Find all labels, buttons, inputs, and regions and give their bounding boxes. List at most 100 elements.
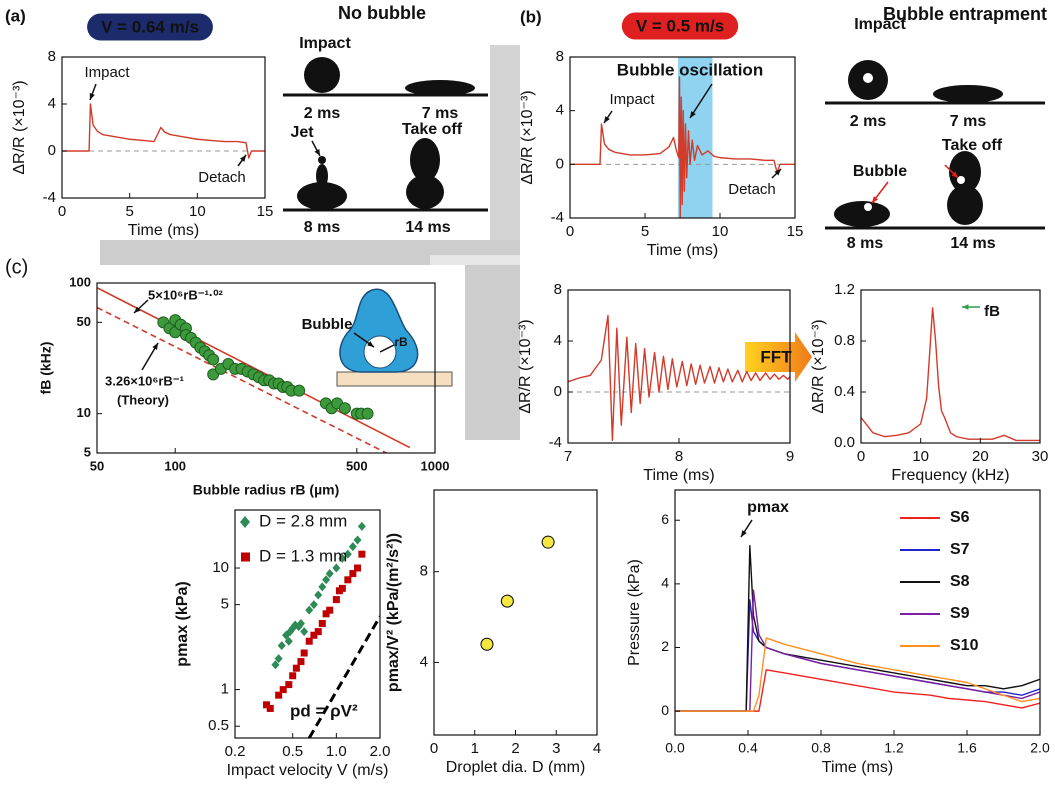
data-point [332,563,341,573]
annotation: Detach [728,181,776,198]
x-tick-label: 1.6 [957,740,977,756]
x-tick-label: 50 [90,458,104,473]
data-point [300,627,309,637]
data-point [349,570,357,578]
data-line [861,307,1040,442]
data-line [675,544,1040,712]
data-point [297,658,305,666]
photos-b [825,60,1045,230]
annotation-arrowhead [604,116,610,123]
y-tick-label: -4 [549,434,562,451]
data-point [338,584,346,592]
y-axis-label: ΔR/R (×10⁻³) [11,80,28,174]
plot-area [675,544,1040,712]
data-point [332,596,340,604]
annotation: Impact [609,91,655,108]
data-point [358,550,366,558]
y-tick-label: 0.4 [834,383,855,400]
annotation: V = 0.5 m/s [636,16,724,35]
y-axis-label: ΔR/R (×10⁻³) [810,319,827,413]
y-tick-label: 0.8 [834,332,855,349]
panel-label: (c) [5,256,28,278]
plot-frame [569,56,796,219]
x-tick-label: 2.0 [370,743,391,760]
y-tick-label: 1.2 [834,281,855,298]
annotation-arrow [689,83,713,119]
data-point [326,606,334,614]
photos-a [283,57,488,212]
plot-frame [860,289,1041,444]
droplet [297,182,347,210]
annotation-arrowhead [741,530,747,537]
x-tick-label: 15 [787,223,804,240]
x-tick-label: 7 [564,448,572,465]
droplet [318,156,326,164]
data-point [310,631,318,639]
annotation-arrowhead [690,111,696,118]
y-tick-label: -4 [551,209,564,226]
photo-label: Jet [290,124,314,141]
fft-arrow [745,332,812,382]
x-tick-label: 1000 [421,458,450,473]
x-tick-label: 2.0 [1030,740,1050,756]
y-tick-label: 0 [48,142,56,159]
data-point [361,407,374,420]
x-tick-label: 30 [1032,448,1049,465]
photo-title: Bubble entrapment [883,4,1047,24]
x-tick-label: 0 [58,203,66,220]
data-point [285,681,293,689]
data-point [314,628,322,636]
photo-label: Take off [402,121,463,138]
plot-area [480,535,555,651]
y-tick-label: 0 [661,702,669,718]
label-pill [621,12,739,40]
y-tick-label: 0.0 [834,434,855,451]
data-point [322,575,331,585]
x-tick-label: 0.4 [738,740,758,756]
photo-label: 7 ms [422,105,459,122]
y-tick-label: 10 [212,559,229,576]
droplet [949,151,981,193]
x-axis-label: Time (ms) [128,222,199,239]
radius-line [379,344,395,353]
plot-area [97,287,411,453]
annotation-arrowhead [367,341,374,347]
photo-title: No bubble [338,3,426,23]
photo-label: Bubble [853,163,907,180]
x-tick-label: 500 [346,458,368,473]
legend-label: S6 [950,509,970,526]
bubble [957,176,965,184]
data-point [296,618,305,628]
plot-area [263,521,380,738]
x-axis-label: Time (ms) [643,467,714,484]
x-tick-label: 100 [164,458,186,473]
data-point [500,594,514,608]
annotation: Bubble oscillation [617,60,763,79]
y-tick-label: 4 [661,575,669,591]
data-point [354,564,362,572]
photo-label: 2 ms [304,105,341,122]
data-point [314,590,323,600]
fit-line [307,615,380,738]
y-tick-label: 100 [69,274,91,289]
plot-area [570,57,795,218]
droplet-highlight [863,73,873,83]
plot-frame [567,289,791,444]
legend-label: D = 2.8 mm [259,511,347,530]
x-tick-label: 5 [641,223,649,240]
legend-label: S9 [950,605,970,622]
annotation-arrowhead [89,93,95,100]
y-tick-label: -4 [43,189,56,206]
plot-frame [96,282,436,454]
y-tick-label: 8 [420,563,428,580]
droplet [316,164,328,188]
data-point [207,353,220,366]
droplet [410,138,440,182]
annotation: 5×10⁶rB⁻¹·⁰² [148,287,223,302]
y-tick-label: 10 [77,405,91,420]
annotation-arrowhead [240,155,246,162]
data-line [675,669,1040,712]
annotation-arrowhead [774,169,781,176]
x-tick-label: 1.0 [326,743,347,760]
